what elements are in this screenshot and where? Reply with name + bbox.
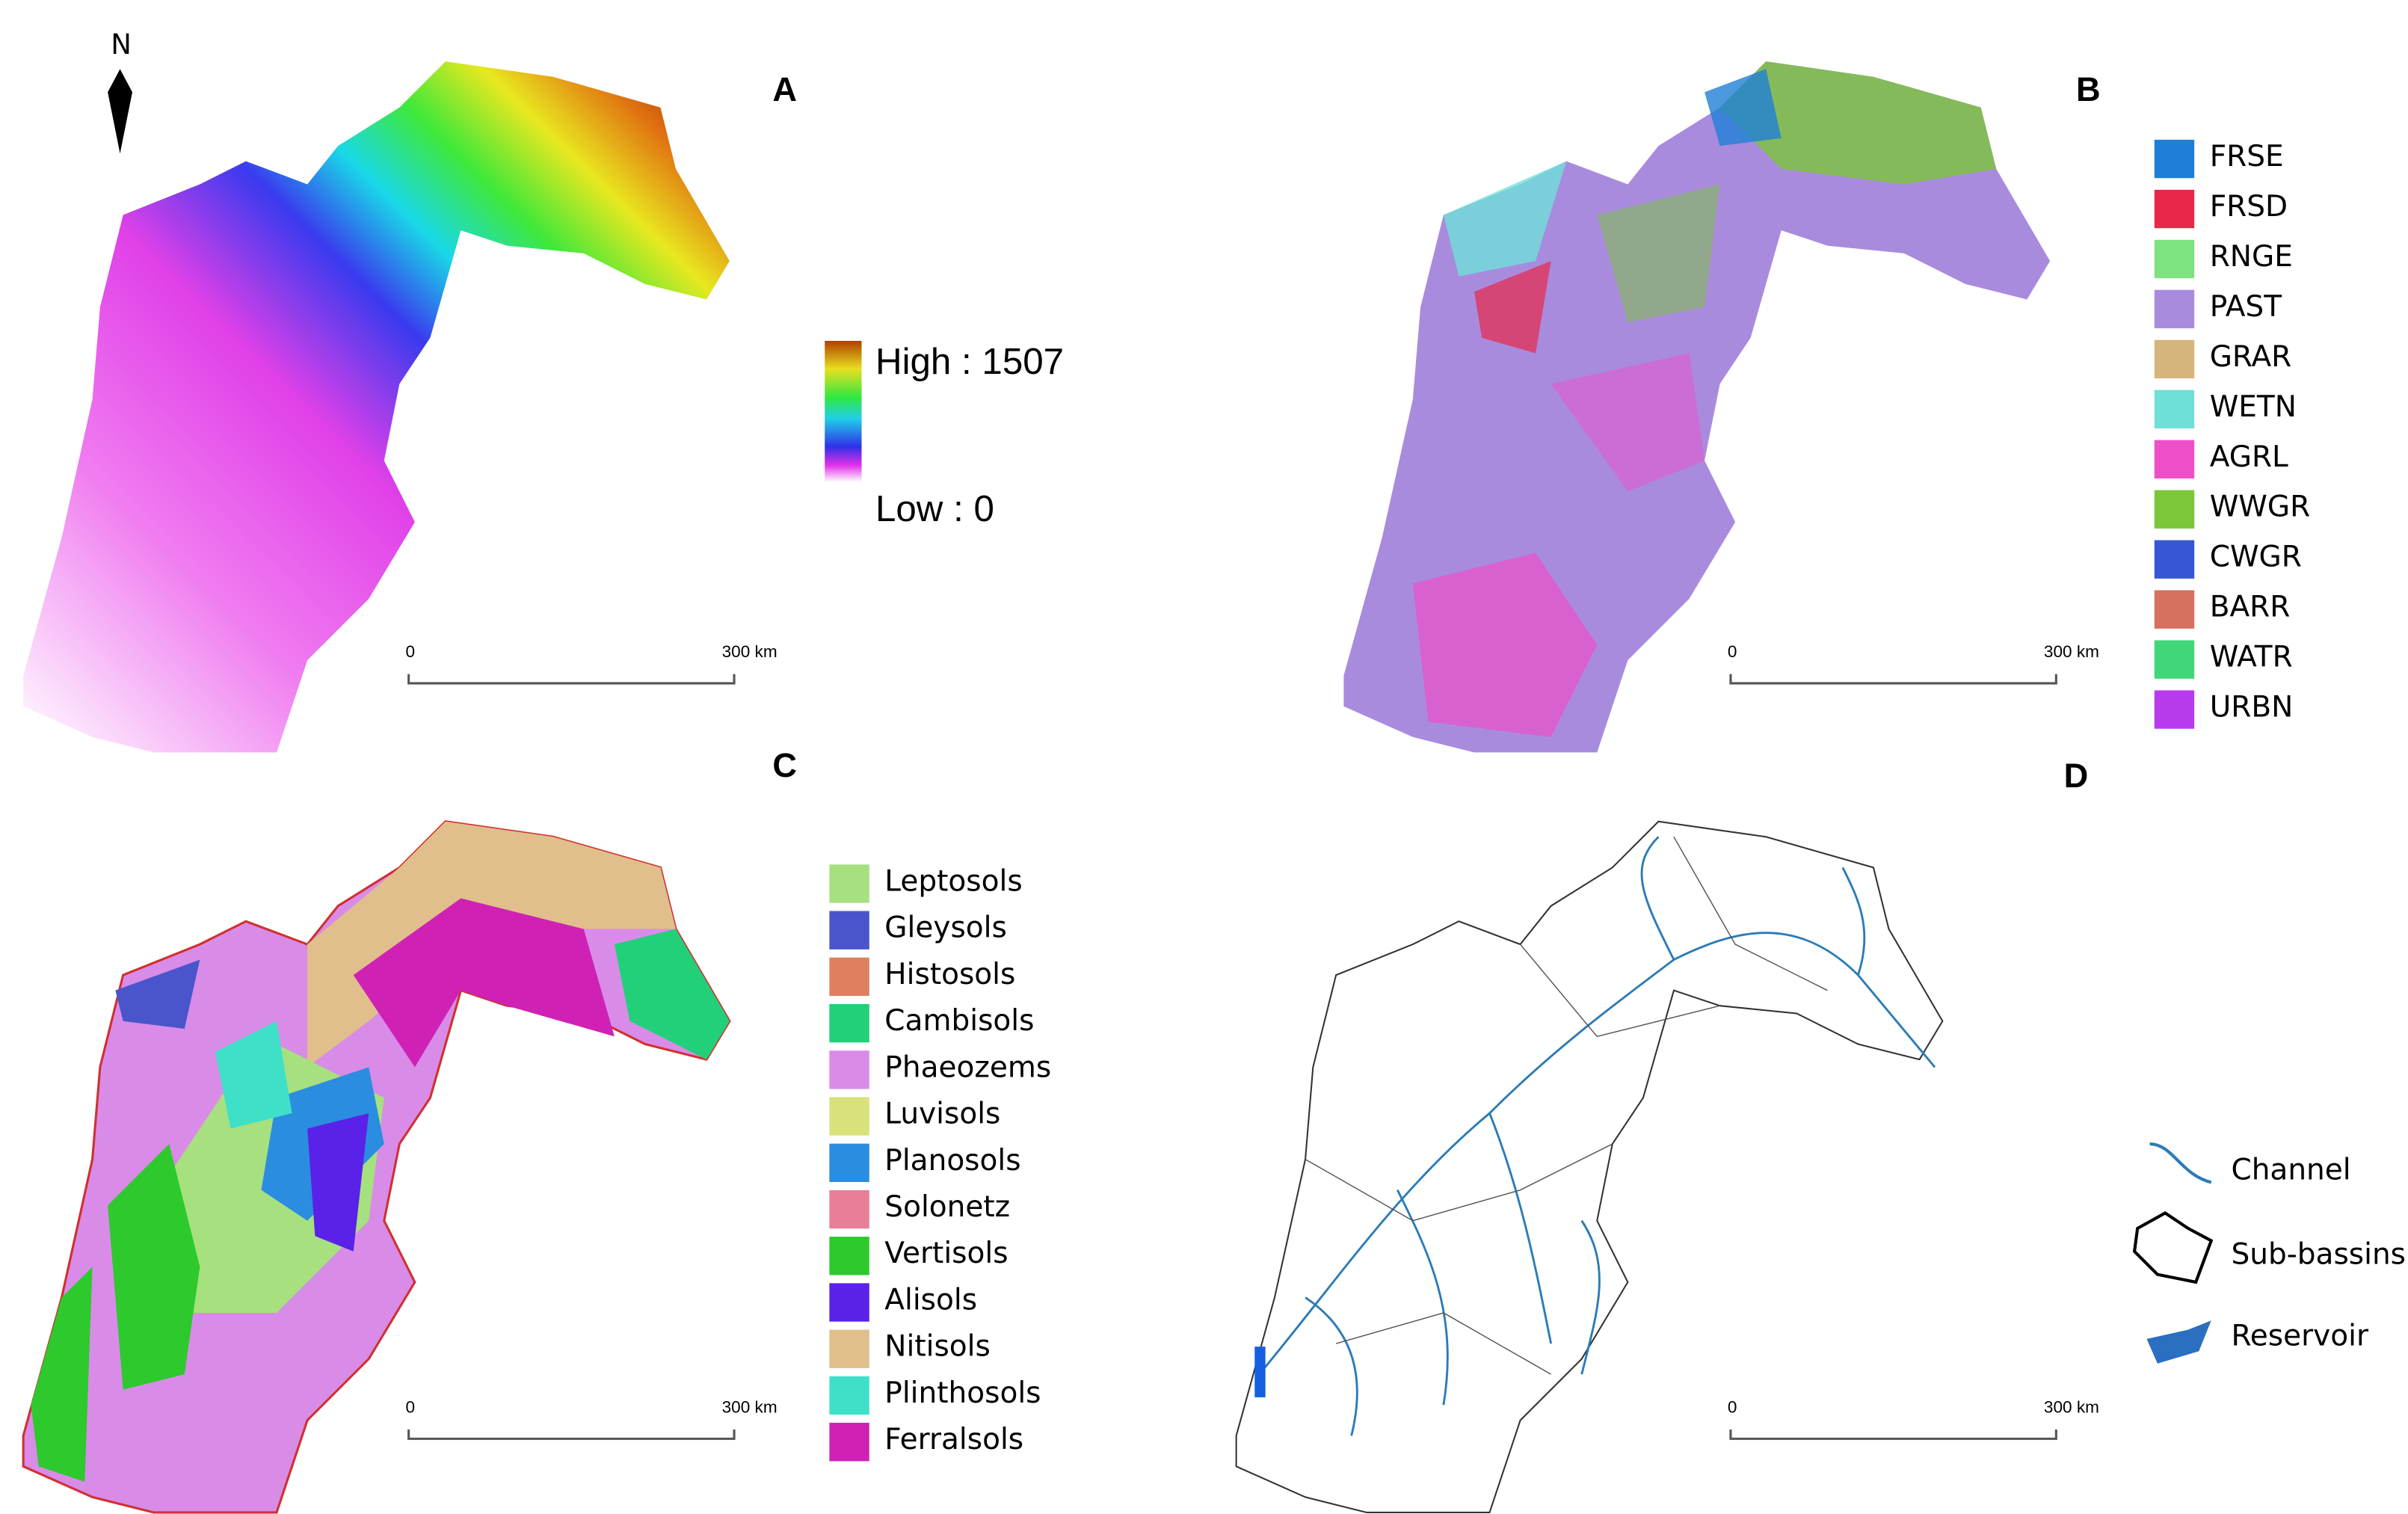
- legend-label: WWGR: [2210, 490, 2311, 524]
- legend-label: AGRL: [2210, 440, 2288, 474]
- legend-swatch: [829, 1050, 869, 1089]
- legend-label: Phaeozems: [884, 1050, 1051, 1084]
- channel-symbol: [2149, 1142, 2212, 1184]
- legend-swatch: [2154, 490, 2195, 529]
- legend-swatch: [2154, 440, 2195, 478]
- legend-swatch: [2154, 189, 2195, 229]
- legend-swatch: [2154, 390, 2195, 428]
- legend-label: FRSD: [2210, 190, 2288, 224]
- legend-label: Leptosols: [884, 864, 1022, 898]
- legend-swatch: [829, 1329, 869, 1368]
- legend-swatch: [2154, 289, 2195, 329]
- legend-swatch: [829, 1283, 869, 1322]
- legend-swatch: [2154, 590, 2195, 629]
- north-label: N: [111, 28, 132, 61]
- panel-b: B: [1343, 61, 2101, 753]
- subbasin-symbol: [2132, 1211, 2214, 1284]
- legend-high: High : 1507: [875, 341, 1064, 382]
- legend-swatch: [829, 1190, 869, 1229]
- legend-label: CWGR: [2210, 541, 2302, 574]
- panel-label: A: [772, 70, 797, 108]
- channels: [1258, 836, 1936, 1436]
- scale-bar: [1729, 674, 2057, 685]
- legend-swatch: [829, 911, 869, 950]
- scale-bar: [1729, 1430, 2057, 1440]
- legend-swatch: [829, 1423, 869, 1462]
- landuse-patches: [1412, 61, 1997, 737]
- legend-label: Vertisols: [884, 1237, 1008, 1270]
- legend-label: RNGE: [2210, 240, 2293, 274]
- scale-start: 0: [406, 1397, 416, 1416]
- legend-swatch: [2154, 540, 2195, 579]
- panel-c: C: [22, 746, 797, 1514]
- legend-label: Histosols: [884, 958, 1015, 991]
- scale-bar: [407, 1430, 736, 1440]
- legend-swatch: [829, 864, 869, 903]
- scale-start: 0: [1728, 1397, 1737, 1416]
- legend-swatch: [829, 1097, 869, 1136]
- elevation-map: [23, 61, 730, 753]
- legend-label: Cambisols: [884, 1004, 1034, 1038]
- legend-label: Nitisols: [884, 1330, 991, 1364]
- legend-label: FRSE: [2210, 140, 2284, 173]
- elevation-ramp: [825, 340, 862, 482]
- legend-label: GRAR: [2210, 340, 2292, 374]
- legend-label: PAST: [2210, 290, 2282, 324]
- legend-label: BARR: [2210, 591, 2291, 624]
- subbasin-lines: [1305, 836, 1828, 1375]
- scale-start: 0: [406, 642, 416, 661]
- panel-d: D: [1235, 757, 2214, 1513]
- scale-start: 0: [1728, 642, 1737, 661]
- legend-swatch: [829, 1237, 869, 1275]
- panel-label: D: [2064, 757, 2089, 795]
- subbasin-map: [1235, 820, 1944, 1513]
- scale-end: 300 km: [2044, 642, 2099, 661]
- legend-swatch: [2154, 339, 2195, 379]
- legend-label: Reservoir: [2231, 1319, 2369, 1353]
- legend-swatch: [2154, 640, 2195, 679]
- legend-label: Channel: [2231, 1154, 2350, 1187]
- legend-label: Plinthosols: [884, 1376, 1041, 1410]
- legend-swatch: [829, 1003, 869, 1043]
- legend-label: Planosols: [884, 1144, 1020, 1178]
- scale-end: 300 km: [2044, 1397, 2099, 1416]
- legend-label: Solonetz: [884, 1190, 1010, 1224]
- legend-label: WETN: [2210, 390, 2297, 424]
- legend-swatch: [829, 1376, 869, 1415]
- legend-swatch: [2154, 690, 2195, 729]
- scale-bar: [407, 674, 736, 685]
- reservoir-symbol: [2146, 1320, 2211, 1364]
- legend-swatch: [2154, 139, 2195, 179]
- panel-label: C: [772, 746, 797, 784]
- scale-end: 300 km: [722, 1397, 777, 1416]
- scale-end: 300 km: [722, 642, 777, 661]
- legend-label: WATR: [2210, 641, 2293, 674]
- legend-swatch: [829, 1143, 869, 1182]
- legend-label: URBN: [2210, 691, 2294, 724]
- legend-label: Sub-bassins: [2231, 1237, 2406, 1271]
- legend-label: Alisols: [884, 1283, 977, 1317]
- north-arrow: [108, 69, 132, 154]
- legend-label: Luvisols: [884, 1098, 1000, 1131]
- legend-low: Low : 0: [875, 488, 994, 529]
- panel-a: N A High : 1507 Low : 0: [23, 28, 1064, 753]
- soil-patches: [31, 821, 730, 1482]
- reservoir: [1254, 1347, 1266, 1397]
- legend-swatch: [2154, 239, 2195, 279]
- legend-label: Ferralsols: [884, 1423, 1023, 1456]
- panel-label: B: [2076, 70, 2101, 108]
- legend-swatch: [829, 957, 869, 997]
- legend-label: Gleysols: [884, 911, 1007, 945]
